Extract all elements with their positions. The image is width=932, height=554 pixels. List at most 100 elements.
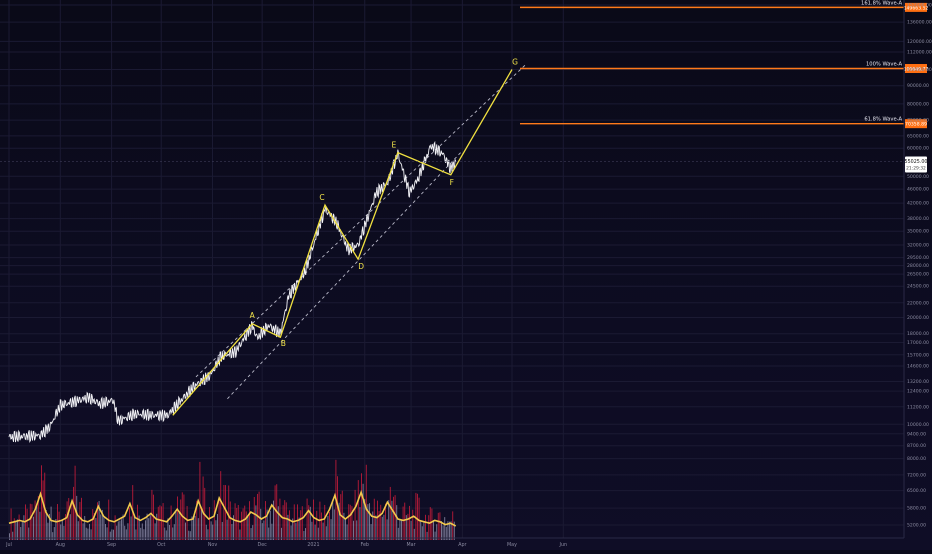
time-tick-label: Aug xyxy=(56,542,65,548)
volume-bar xyxy=(234,503,236,540)
volume-bar xyxy=(249,501,250,540)
price-tick-label: 120000.00 xyxy=(907,39,932,45)
volume-bar xyxy=(218,499,220,540)
volume-bar xyxy=(322,522,324,540)
price-tick-label: 112000.00 xyxy=(907,50,932,56)
volume-bar xyxy=(415,492,417,540)
volume-bar xyxy=(436,524,438,540)
volume-bar xyxy=(101,509,103,540)
volume-bar xyxy=(444,517,446,540)
volume-bar xyxy=(321,512,322,540)
price-tick-label: 12400.00 xyxy=(907,389,929,395)
volume-bar xyxy=(449,521,450,540)
volume-bar xyxy=(343,512,345,540)
volume-bar xyxy=(433,520,434,540)
volume-bar xyxy=(55,518,57,540)
volume-bar xyxy=(177,496,178,540)
volume-bar xyxy=(197,518,199,540)
volume-bar xyxy=(146,513,148,540)
volume-bar xyxy=(145,520,146,540)
volume-bar xyxy=(221,521,223,540)
volume-bar xyxy=(271,523,273,540)
volume-bar xyxy=(301,506,303,540)
price-tick-label: 13200.00 xyxy=(907,379,929,385)
volume-bar xyxy=(445,526,447,540)
volume-bar xyxy=(247,515,249,540)
time-axis: Jul Aug Sep Oct Nov Dec 2021 Feb Mar Apr May Jun xyxy=(0,537,904,548)
volume-bar xyxy=(428,515,430,540)
time-tick-label: May xyxy=(507,542,517,548)
volume-bar xyxy=(77,521,79,540)
price-tick-label: 22000.00 xyxy=(907,300,929,306)
volume-bar xyxy=(236,508,238,540)
volume-bar xyxy=(356,520,358,540)
volume-bar xyxy=(244,505,246,540)
volume-bar xyxy=(277,506,279,540)
volume-bar xyxy=(397,527,399,540)
volume-bar xyxy=(31,504,33,540)
volume-bar xyxy=(239,529,241,540)
volume-bar xyxy=(332,501,334,540)
wave-label-b: B xyxy=(281,339,286,348)
volume-bar xyxy=(393,496,394,540)
time-tick-label: Jun xyxy=(559,542,568,548)
volume-bar xyxy=(180,499,182,540)
fib-level-label: 161.8% Wave-A xyxy=(861,0,902,6)
volume-bar xyxy=(50,506,52,540)
volume-bar xyxy=(175,511,177,540)
volume-bar xyxy=(71,503,73,540)
fib-price-tag-label: 149663.52 xyxy=(904,5,929,11)
volume-bar xyxy=(287,514,289,540)
price-tick-label: 32000.00 xyxy=(907,243,929,249)
volume-bar xyxy=(18,514,20,540)
volume-bar xyxy=(85,527,87,540)
volume-bar xyxy=(441,521,442,540)
time-tick-label: Dec xyxy=(258,542,268,548)
wave-path: A B C D E F G xyxy=(172,58,518,416)
time-tick-label: Mar xyxy=(407,542,416,548)
volume-bar xyxy=(282,505,284,540)
volume-bar xyxy=(309,506,311,540)
wave-line xyxy=(172,69,513,416)
time-tick-label: Nov xyxy=(208,542,218,548)
volume-bar xyxy=(426,531,428,540)
volume-bar xyxy=(381,516,383,540)
price-axis: 5200.00 5800.00 6500.00 7200.00 8000.00 8700.… xyxy=(0,0,932,538)
volume-bar xyxy=(316,510,318,540)
volume-bar xyxy=(37,495,39,540)
volume-bar xyxy=(385,503,386,540)
volume-bar xyxy=(196,500,198,540)
volume-bar xyxy=(450,521,452,540)
volume-bar xyxy=(431,508,433,540)
volume-bar xyxy=(52,532,54,540)
fib-price-tag xyxy=(905,2,927,12)
volume-bar xyxy=(113,529,114,540)
price-tick-label: 38000.00 xyxy=(907,216,929,222)
volume-bar xyxy=(45,510,47,540)
volume-bar xyxy=(111,529,113,540)
volume-bar xyxy=(265,501,266,540)
volume-bar xyxy=(263,520,265,540)
channel-upper-line xyxy=(195,63,528,378)
volume-bar xyxy=(189,531,191,540)
volume-bar xyxy=(346,524,348,540)
price-series xyxy=(8,140,457,444)
volume-bar xyxy=(327,515,329,540)
price-tick-label: 42000.00 xyxy=(907,201,929,207)
price-tick-label: 9400.00 xyxy=(907,431,926,437)
volume-bar xyxy=(370,524,372,540)
price-tick-label: 90000.00 xyxy=(907,83,929,89)
volume-bar xyxy=(153,494,154,540)
volume-bar xyxy=(129,507,130,540)
wave-label-e: E xyxy=(391,141,396,150)
volume-bar xyxy=(295,522,297,540)
volume-bar xyxy=(209,507,210,540)
volume-bar xyxy=(250,528,252,540)
price-tick-label: 65000.00 xyxy=(907,133,929,139)
current-price-countdown: 21:29:32 xyxy=(906,166,926,172)
volume-bar xyxy=(333,509,335,540)
volume-bar xyxy=(76,495,78,540)
volume-bar xyxy=(53,527,55,540)
volume-bar xyxy=(173,524,175,540)
